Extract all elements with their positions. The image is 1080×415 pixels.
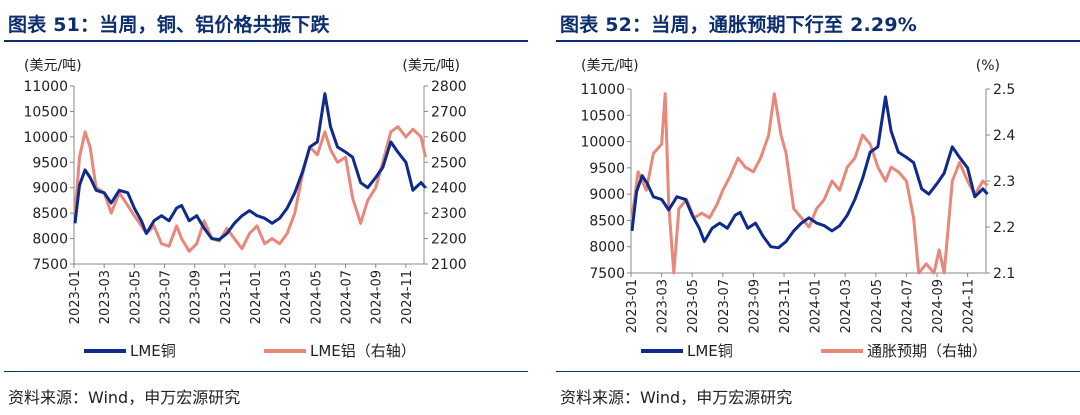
left-tick-label: 9000	[32, 181, 68, 197]
legend-label: 通胀预期（右轴）	[867, 342, 987, 360]
left-axis-unit: (美元/吨)	[581, 58, 639, 74]
right-tick-label: 2100	[431, 257, 467, 273]
right-tick-label: 2.2	[993, 220, 1015, 236]
left-tick-label: 7500	[32, 257, 68, 273]
x-tick-label: 2023-09	[747, 279, 762, 333]
x-tick-label: 2023-01	[625, 279, 640, 333]
series-line-copper	[73, 92, 427, 242]
legend-label: LME铜	[130, 342, 176, 360]
x-tick-label: 2023-05	[128, 270, 143, 324]
x-tick-label: 2024-07	[900, 279, 915, 333]
left-tick-label: 7500	[589, 266, 625, 282]
left-tick-label: 11000	[23, 79, 68, 95]
right-tick-label: 2.5	[993, 82, 1015, 98]
x-tick-label: 2023-03	[656, 279, 671, 333]
x-tick-label: 2023-07	[717, 279, 732, 333]
chart-canvas-52: (美元/吨) (%) 7500 8000 8500 9000 9500 10000 10500 1…	[580, 58, 1015, 360]
chart-source: 资料来源：Wind，申万宏源研究	[560, 388, 793, 407]
left-tick-label: 10500	[23, 104, 68, 120]
left-tick-label: 11000	[580, 82, 625, 98]
source-rule	[556, 371, 1080, 372]
x-tick-label: 2023-07	[159, 270, 174, 324]
x-tick-label: 2023-01	[68, 270, 83, 324]
right-tick-label: 2600	[431, 130, 467, 146]
left-tick-label: 9500	[32, 155, 68, 171]
x-tick-label: 2023-03	[98, 270, 113, 324]
left-tick-label: 8500	[589, 213, 625, 229]
left-tick-label: 10500	[580, 108, 625, 124]
x-tick-label: 2023-11	[219, 270, 234, 324]
title-rule	[556, 40, 1080, 42]
right-axis-unit: (美元/吨)	[402, 58, 460, 74]
title-rule	[4, 40, 528, 42]
legend-label: LME铝（右轴）	[310, 342, 416, 360]
x-tick-label: 2024-03	[839, 279, 854, 333]
x-tick-label: 2024-09	[931, 279, 946, 333]
right-axis-unit: (%)	[976, 58, 1000, 74]
x-tick-label: 2023-11	[778, 279, 793, 333]
legend-label: LME铜	[687, 342, 733, 360]
left-tick-label: 9000	[589, 187, 625, 203]
right-tick-label: 2300	[431, 206, 467, 222]
x-tick-label: 2023-09	[189, 270, 204, 324]
left-tick-label: 8500	[32, 206, 68, 222]
x-tick-label: 2024-05	[870, 279, 885, 333]
x-tick-label: 2024-01	[809, 279, 824, 333]
right-tick-label: 2700	[431, 104, 467, 120]
x-tick-label: 2024-07	[340, 270, 355, 324]
right-tick-label: 2500	[431, 155, 467, 171]
series-line-secondary	[73, 125, 427, 253]
series-line-secondary	[630, 92, 989, 275]
x-tick-label: 2024-09	[370, 270, 385, 324]
left-tick-label: 8000	[589, 240, 625, 256]
chart-panel-52: 图表 52：当周，通胀预期下行至 2.29% (美元/吨) (%) 7500 8000…	[556, 0, 1080, 415]
left-tick-label: 8000	[32, 232, 68, 248]
x-tick-label: 2024-11	[962, 279, 977, 333]
chart-canvas-51: (美元/吨) (美元/吨) 7500 8000 8500 9000 9500 10000 105…	[23, 58, 467, 360]
left-tick-label: 10000	[580, 135, 625, 151]
right-tick-label: 2.1	[993, 266, 1015, 282]
right-tick-label: 2400	[431, 181, 467, 197]
source-rule	[4, 371, 528, 372]
chart-title: 图表 51：当周，铜、铝价格共振下跌	[8, 14, 330, 36]
left-tick-label: 9500	[589, 161, 625, 177]
right-tick-label: 2800	[431, 79, 467, 95]
series-line-copper	[630, 95, 989, 250]
x-tick-label: 2023-05	[686, 279, 701, 333]
chart-title: 图表 52：当周，通胀预期下行至 2.29%	[560, 14, 917, 36]
x-tick-label: 2024-03	[279, 270, 294, 324]
x-tick-label: 2024-11	[400, 270, 415, 324]
x-tick-label: 2024-05	[309, 270, 324, 324]
left-tick-label: 10000	[23, 130, 68, 146]
left-axis-unit: (美元/吨)	[24, 58, 82, 74]
right-tick-label: 2.3	[993, 174, 1015, 190]
right-tick-label: 2200	[431, 232, 467, 248]
chart-source: 资料来源：Wind，申万宏源研究	[8, 388, 241, 407]
x-tick-label: 2024-01	[249, 270, 264, 324]
chart-panel-51: 图表 51：当周，铜、铝价格共振下跌 (美元/吨) (美元/吨) 7500 8000 8…	[4, 0, 528, 415]
right-tick-label: 2.4	[993, 128, 1015, 144]
